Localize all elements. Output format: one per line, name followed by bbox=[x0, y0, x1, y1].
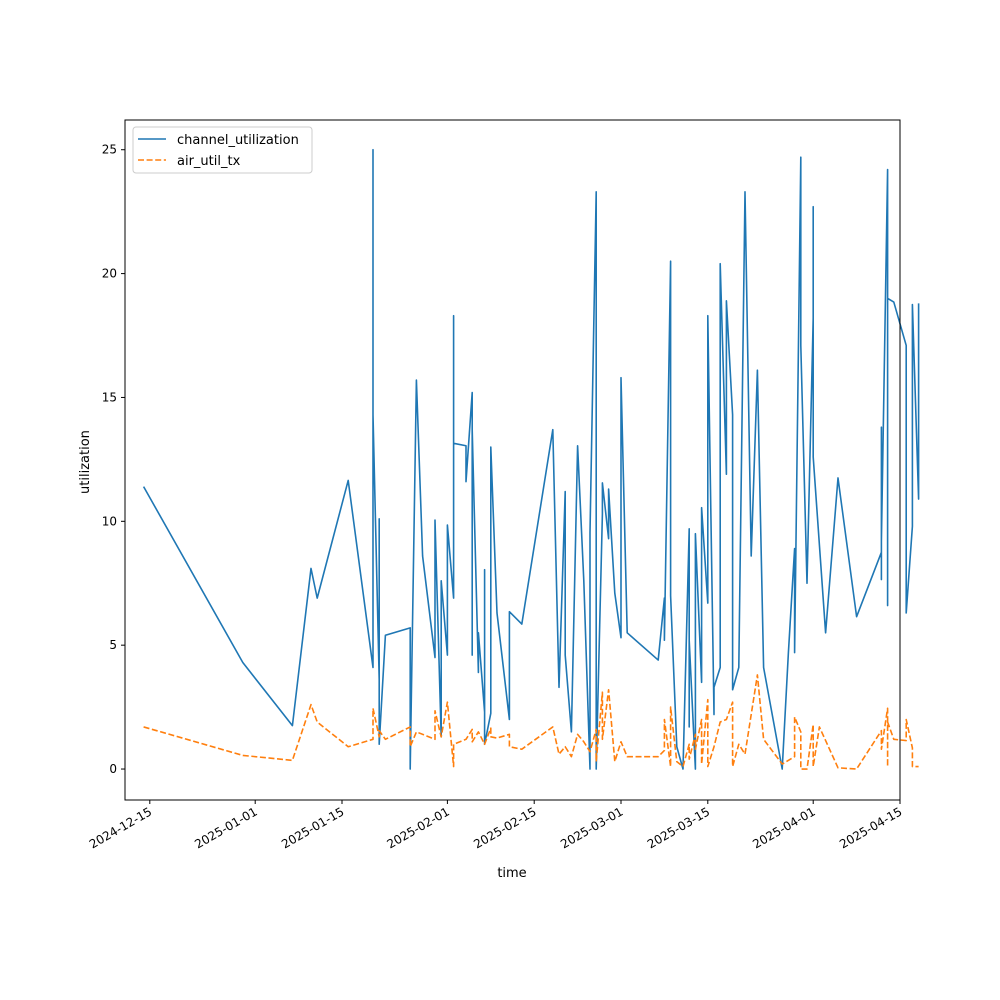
legend: channel_utilization air_util_tx bbox=[132, 126, 313, 174]
series-line-channel-utilization bbox=[142, 148, 920, 770]
y-axis: 0 5 10 15 20 25 bbox=[102, 143, 125, 776]
x-tick-label: 2025-04-01 bbox=[750, 804, 817, 851]
y-tick-label: 25 bbox=[102, 143, 117, 157]
y-tick-label: 5 bbox=[109, 638, 117, 652]
axes-frame bbox=[124, 119, 901, 801]
x-tick-label: 2025-03-15 bbox=[645, 804, 712, 851]
x-tick-label: 2025-02-15 bbox=[471, 804, 538, 851]
y-tick-label: 0 bbox=[109, 762, 117, 776]
series-layer bbox=[142, 148, 920, 770]
x-tick-label: 2025-04-15 bbox=[837, 804, 904, 851]
x-tick-label: 2025-01-15 bbox=[279, 804, 346, 851]
x-tick-label: 2024-12-15 bbox=[87, 804, 154, 851]
y-tick-label: 20 bbox=[102, 267, 117, 281]
x-tick-label: 2025-01-01 bbox=[192, 804, 259, 851]
y-tick-label: 10 bbox=[102, 514, 117, 528]
x-tick-label: 2025-03-01 bbox=[558, 804, 625, 851]
y-tick-label: 15 bbox=[102, 390, 117, 404]
legend-box bbox=[132, 126, 313, 174]
x-axis: 2024-12-15 2025-01-01 2025-01-15 2025-02-01… bbox=[87, 800, 905, 851]
series-line-air-util-tx bbox=[143, 674, 919, 770]
y-axis-label: utilization bbox=[78, 430, 93, 494]
legend-label-channel-utilization: channel_utilization bbox=[177, 133, 299, 148]
legend-label-air-util-tx: air_util_tx bbox=[177, 154, 241, 169]
x-axis-label: time bbox=[497, 866, 526, 881]
x-tick-label: 2025-02-01 bbox=[384, 804, 451, 851]
